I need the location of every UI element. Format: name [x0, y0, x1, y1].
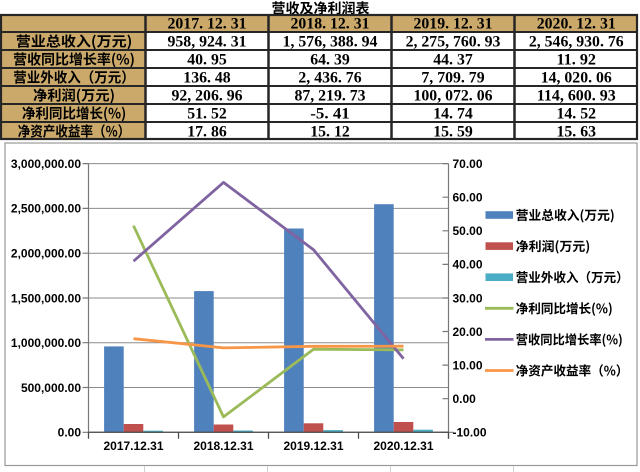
svg-text:40. 95: 40. 95	[187, 51, 227, 68]
svg-text:2017. 12. 31: 2017. 12. 31	[168, 15, 247, 32]
svg-text:64. 39: 64. 39	[310, 51, 350, 68]
svg-text:-5. 41: -5. 41	[310, 105, 350, 122]
svg-text:2,500,000.00: 2,500,000.00	[11, 202, 81, 216]
svg-text:30.00: 30.00	[453, 291, 483, 305]
svg-text:2,000,000.00: 2,000,000.00	[11, 247, 81, 261]
svg-text:136. 48: 136. 48	[183, 69, 230, 86]
svg-text:14. 52: 14. 52	[557, 105, 597, 122]
svg-text:2020.12.31: 2020.12.31	[373, 439, 433, 453]
svg-text:10.00: 10.00	[453, 358, 483, 372]
svg-text:14. 74: 14. 74	[433, 105, 473, 122]
svg-text:1,000,000.00: 1,000,000.00	[11, 336, 81, 350]
svg-text:50.00: 50.00	[453, 224, 483, 238]
svg-text:100, 072. 06: 100, 072. 06	[414, 87, 493, 104]
svg-text:2, 546, 930. 76: 2, 546, 930. 76	[529, 33, 624, 50]
svg-text:114, 600. 93: 114, 600. 93	[537, 87, 616, 104]
svg-text:2, 436. 76: 2, 436. 76	[298, 69, 361, 86]
svg-text:87, 219. 73: 87, 219. 73	[294, 87, 365, 104]
svg-text:0.00: 0.00	[58, 426, 82, 440]
svg-text:15. 12: 15. 12	[310, 123, 350, 140]
svg-text:44. 37: 44. 37	[433, 51, 473, 68]
svg-text:1, 576, 388. 94: 1, 576, 388. 94	[283, 33, 378, 50]
svg-text:20.00: 20.00	[453, 325, 483, 339]
svg-text:40.00: 40.00	[453, 258, 483, 272]
svg-text:2018. 12. 31: 2018. 12. 31	[291, 15, 370, 32]
svg-text:17. 86: 17. 86	[187, 123, 227, 140]
svg-text:958, 924. 31: 958, 924. 31	[168, 33, 247, 50]
svg-text:60.00: 60.00	[453, 191, 483, 205]
svg-text:2, 275, 760. 93: 2, 275, 760. 93	[406, 33, 501, 50]
svg-text:15. 63: 15. 63	[557, 123, 597, 140]
svg-text:70.00: 70.00	[453, 157, 483, 171]
svg-text:15. 59: 15. 59	[433, 123, 473, 140]
svg-text:7, 709. 79: 7, 709. 79	[421, 69, 484, 86]
svg-text:1,500,000.00: 1,500,000.00	[11, 291, 81, 305]
svg-text:0.00: 0.00	[453, 392, 477, 406]
svg-text:-10.00: -10.00	[453, 426, 487, 440]
svg-text:2019. 12. 31: 2019. 12. 31	[414, 15, 493, 32]
svg-text:51. 52: 51. 52	[187, 105, 227, 122]
svg-text:2018.12.31: 2018.12.31	[193, 439, 253, 453]
svg-text:14, 020. 06: 14, 020. 06	[541, 69, 612, 86]
svg-text:2019.12.31: 2019.12.31	[283, 439, 343, 453]
svg-text:3,000,000.00: 3,000,000.00	[11, 157, 81, 171]
svg-text:500,000.00: 500,000.00	[21, 381, 81, 395]
svg-text:92, 206. 96: 92, 206. 96	[171, 87, 242, 104]
svg-text:11. 92: 11. 92	[557, 51, 597, 68]
svg-text:2017.12.31: 2017.12.31	[103, 439, 163, 453]
svg-text:2020. 12. 31: 2020. 12. 31	[537, 15, 616, 32]
